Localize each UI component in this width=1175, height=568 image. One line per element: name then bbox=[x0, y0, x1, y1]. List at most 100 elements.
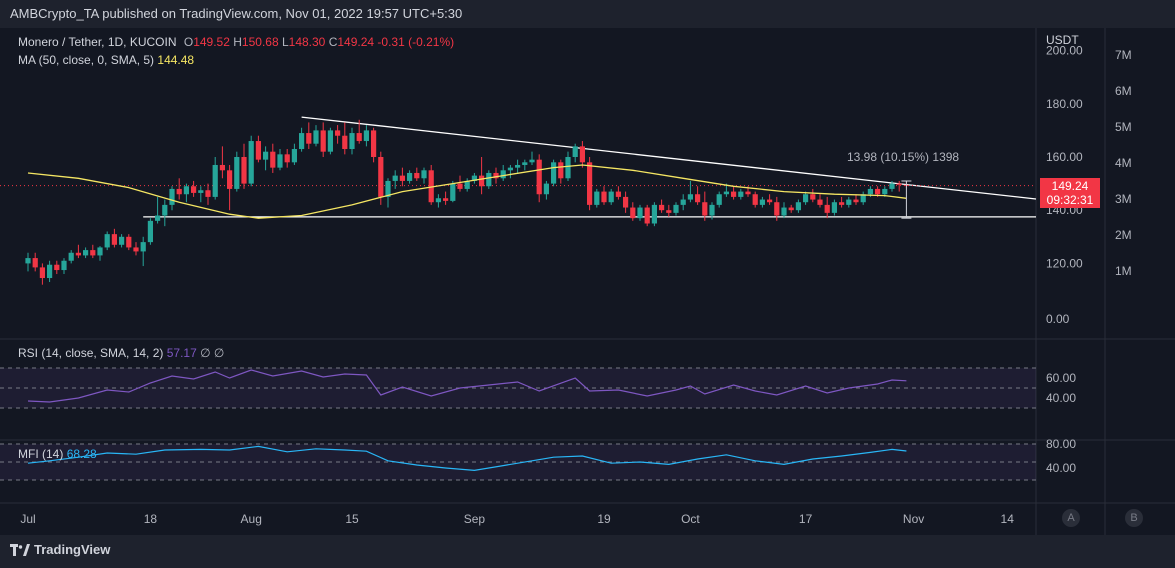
candle-body bbox=[435, 198, 441, 203]
time-tick-label: 14 bbox=[1001, 512, 1015, 526]
candle-body bbox=[68, 252, 74, 261]
footer-bar: TradingView bbox=[0, 535, 1175, 568]
candle-body bbox=[378, 157, 384, 197]
chart-canvas: 200.00180.00160.00140.00120.000.007M6M5M… bbox=[0, 28, 1175, 535]
price-tick-label: 200.00 bbox=[1046, 44, 1083, 58]
time-tick-label: 17 bbox=[799, 512, 813, 526]
candle-body bbox=[651, 204, 657, 224]
candle-body bbox=[327, 130, 333, 152]
candle-body bbox=[615, 191, 621, 197]
candle-body bbox=[738, 191, 744, 197]
candle-body bbox=[752, 194, 758, 205]
tradingview-brand: TradingView bbox=[34, 542, 111, 557]
candle-body bbox=[507, 167, 513, 171]
ma-label[interactable]: MA (50, close, 0, SMA, 5) bbox=[18, 53, 155, 67]
candle-body bbox=[860, 194, 866, 203]
candle-body bbox=[126, 236, 132, 248]
candle-body bbox=[500, 170, 506, 179]
candle-body bbox=[183, 186, 189, 195]
rsi-legend: RSI (14, close, SMA, 14, 2) 57.17 ∅ ∅ bbox=[18, 346, 224, 360]
rsi-line bbox=[27, 369, 907, 403]
price-tick-label: 0.00 bbox=[1046, 312, 1070, 326]
candle-body bbox=[471, 175, 477, 181]
tradingview-logo[interactable]: TradingView bbox=[10, 542, 110, 557]
candle-body bbox=[342, 135, 348, 150]
candle-body bbox=[97, 247, 103, 256]
candle-body bbox=[731, 191, 737, 197]
candle-body bbox=[284, 154, 290, 163]
candle-body bbox=[623, 196, 629, 208]
candle-body bbox=[313, 130, 319, 144]
candle-body bbox=[587, 162, 593, 205]
candle-body bbox=[83, 250, 89, 256]
candle-body bbox=[882, 188, 888, 195]
mfi-label[interactable]: MFI (14) bbox=[18, 447, 64, 461]
bar-countdown: 09:32:31 bbox=[1046, 193, 1094, 207]
candle-body bbox=[767, 199, 773, 203]
close-value: 149.24 bbox=[337, 35, 375, 49]
candle-body bbox=[25, 258, 31, 264]
time-tick-label: 15 bbox=[345, 512, 359, 526]
candle-body bbox=[212, 164, 218, 197]
candle-body bbox=[443, 198, 449, 201]
candle-body bbox=[421, 170, 427, 179]
candle-body bbox=[464, 180, 470, 189]
candle-body bbox=[428, 170, 434, 203]
candle-body bbox=[551, 162, 557, 184]
candle-body bbox=[673, 204, 679, 213]
candle-body bbox=[709, 204, 715, 216]
candle-body bbox=[831, 202, 837, 213]
mfi-line bbox=[27, 445, 907, 472]
publisher-text: AMBCrypto_TA published on TradingView.co… bbox=[10, 6, 463, 21]
currency-label: USDT bbox=[1046, 33, 1079, 47]
time-tick-label: 19 bbox=[597, 512, 611, 526]
log-scale-button[interactable]: B bbox=[1125, 509, 1143, 527]
candle-body bbox=[111, 234, 117, 245]
candle-body bbox=[198, 190, 204, 193]
candle-body bbox=[176, 188, 182, 195]
volume-tick-label: 4M bbox=[1115, 156, 1132, 170]
candle-body bbox=[479, 175, 485, 187]
candle-body bbox=[234, 157, 240, 189]
candle-body bbox=[803, 194, 809, 203]
high-label: H bbox=[233, 35, 242, 49]
main-legend: Monero / Tether, 1D, KUCOIN O149.52 H150… bbox=[18, 35, 454, 49]
candle-body bbox=[119, 236, 125, 245]
candle-body bbox=[788, 207, 794, 211]
candle-body bbox=[716, 194, 722, 205]
candle-body bbox=[155, 215, 161, 221]
candle-body bbox=[867, 188, 873, 195]
candle-body bbox=[263, 151, 269, 160]
candle-body bbox=[147, 220, 153, 243]
time-tick-label: Oct bbox=[681, 512, 700, 526]
candle-body bbox=[515, 164, 521, 168]
mfi-legend: MFI (14) 68.28 bbox=[18, 447, 97, 461]
time-tick-label: Jul bbox=[20, 512, 35, 526]
plot-background bbox=[0, 28, 1036, 535]
candle-body bbox=[140, 242, 146, 252]
rsi-label[interactable]: RSI (14, close, SMA, 14, 2) bbox=[18, 346, 164, 360]
publisher-bar: AMBCrypto_TA published on TradingView.co… bbox=[0, 0, 1175, 28]
time-tick-label: Sep bbox=[464, 512, 486, 526]
close-label: C bbox=[328, 35, 338, 49]
mfi-value: 68.28 bbox=[66, 447, 97, 461]
measure-label: 13.98 (10.15%) 1398 bbox=[847, 150, 960, 164]
candle-body bbox=[839, 202, 845, 205]
candle-body bbox=[270, 151, 276, 168]
candle-body bbox=[335, 130, 341, 136]
symbol-label[interactable]: Monero / Tether, 1D, KUCOIN bbox=[18, 35, 177, 49]
rsi-value: 57.17 bbox=[166, 346, 197, 360]
tradingview-logo-icon bbox=[10, 543, 30, 556]
candle-body bbox=[104, 234, 110, 248]
candle-body bbox=[61, 260, 67, 271]
candle-body bbox=[536, 159, 542, 195]
candle-body bbox=[39, 267, 45, 279]
candle-body bbox=[637, 207, 643, 219]
candle-body bbox=[608, 191, 614, 203]
time-tick-label: Aug bbox=[241, 512, 262, 526]
auto-scale-button[interactable]: A bbox=[1062, 509, 1080, 527]
time-tick-label: Nov bbox=[903, 512, 924, 526]
candle-body bbox=[529, 159, 535, 163]
candle-body bbox=[255, 141, 261, 160]
candle-body bbox=[659, 204, 665, 211]
